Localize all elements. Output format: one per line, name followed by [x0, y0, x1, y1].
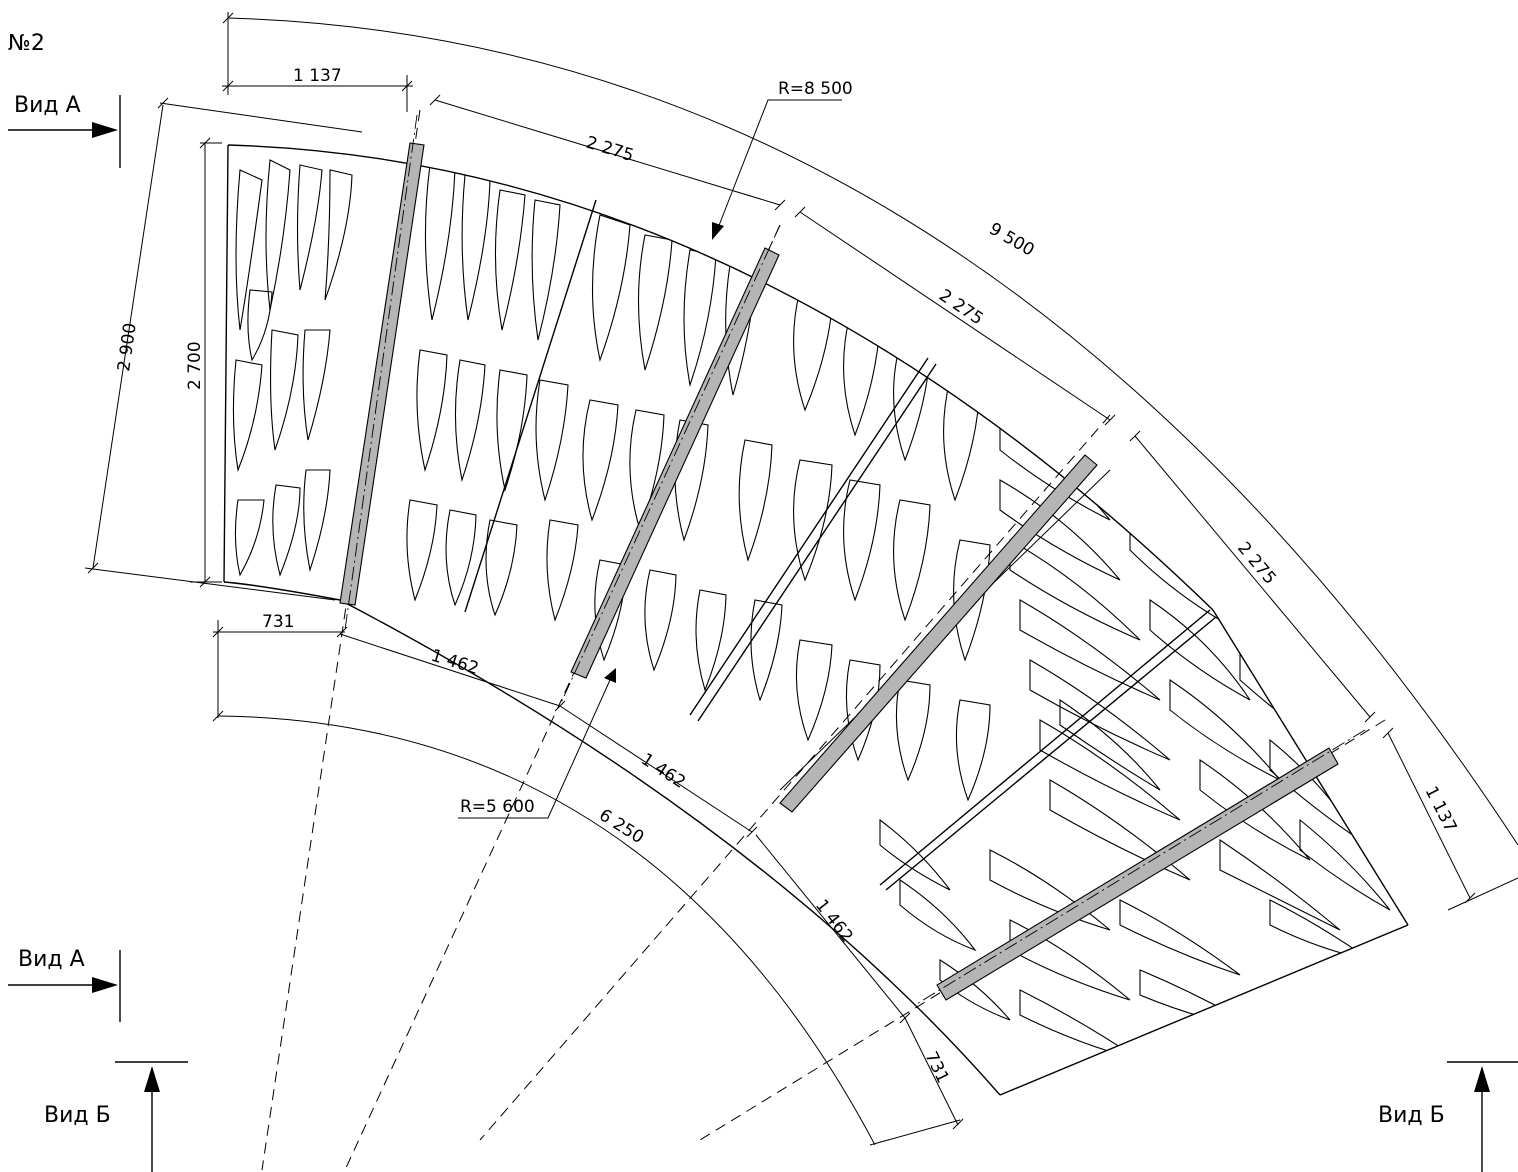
dim-top-offset: 1 137: [293, 66, 342, 86]
dim-inner-seg-2: 1 462: [637, 749, 689, 792]
dim-outer-seg-1: 2 275: [584, 133, 636, 166]
inner-radius-label: R=5 600: [460, 797, 535, 817]
view-a-label-bottom: Вид А: [18, 947, 85, 972]
dim-inner-seg-3: 1 462: [811, 896, 857, 947]
post-1: [339, 114, 425, 631]
dim-outer-arc-total: 9 500: [986, 219, 1038, 261]
post-4: [914, 729, 1366, 1006]
view-b-label-left: Вид Б: [44, 1103, 111, 1128]
construction-lines: [261, 109, 1386, 1171]
dim-inner-offset: 731: [262, 612, 294, 632]
view-markers: [8, 95, 1518, 1172]
post-2: [559, 224, 781, 706]
dim-panel-height: 2 700: [185, 341, 205, 390]
post-3: [779, 454, 1098, 813]
labels: №2 Вид А Вид А Вид Б Вид Б R=8 500 R=5 6…: [8, 31, 1460, 1128]
dim-inner-end: 731: [921, 1048, 953, 1086]
outer-radius-label: R=8 500: [778, 79, 853, 99]
perforation-pattern: [232, 159, 1391, 1061]
view-a-label-top: Вид А: [14, 93, 81, 118]
dim-overall-height: 2 900: [114, 322, 141, 373]
dim-inner-seg-1: 1 462: [429, 646, 481, 679]
dimension-lines: [84, 12, 1518, 1146]
dim-inner-arc-total: 6 250: [595, 805, 647, 848]
drawing-number: №2: [8, 31, 45, 56]
posts: [339, 114, 1366, 1006]
view-b-label-right: Вид Б: [1378, 1103, 1445, 1128]
